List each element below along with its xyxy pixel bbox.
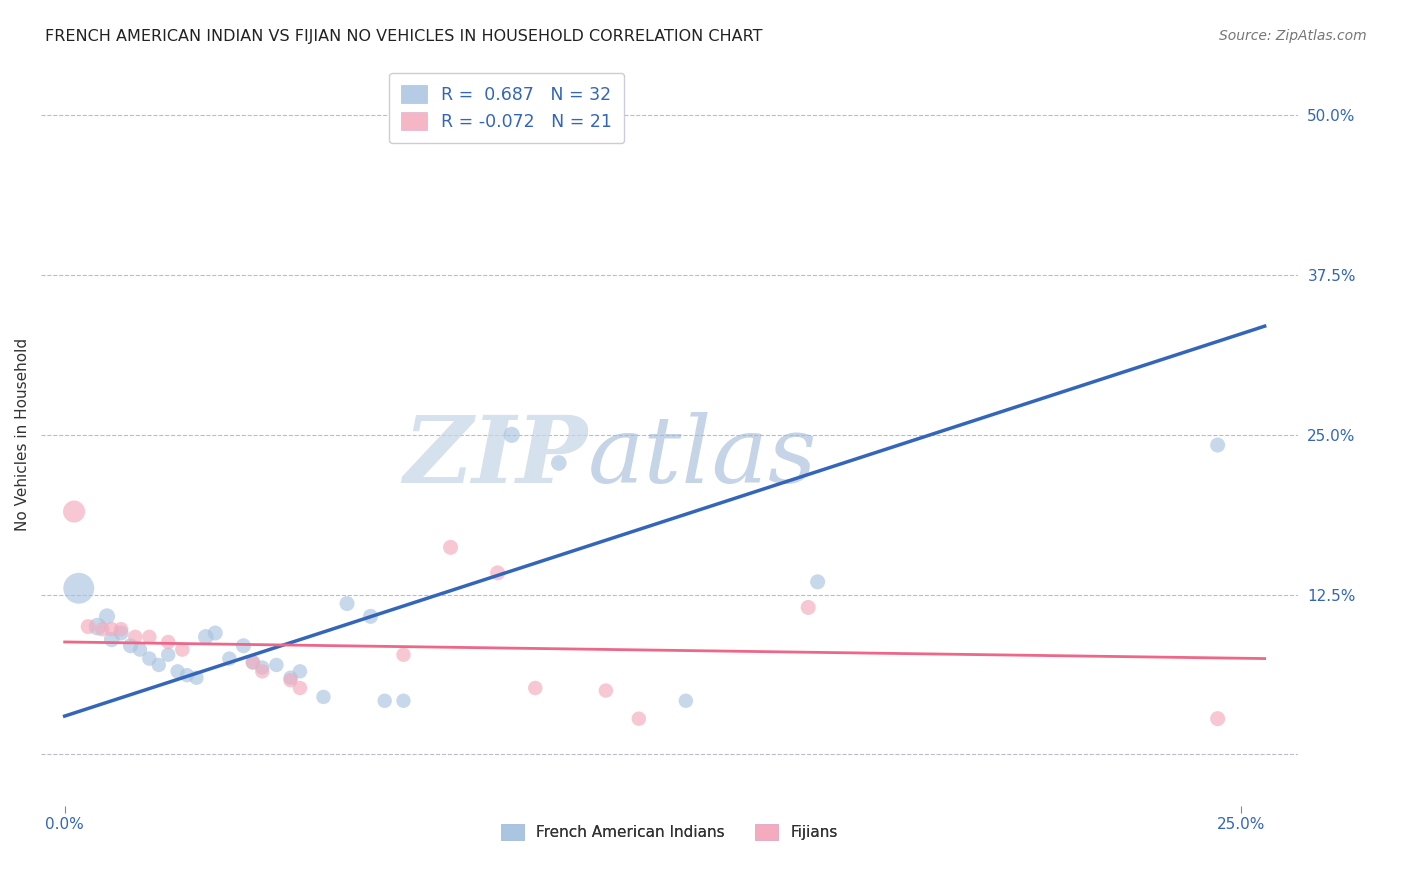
Point <box>129 642 152 657</box>
Text: FRENCH AMERICAN INDIAN VS FIJIAN NO VEHICLES IN HOUSEHOLD CORRELATION CHART: FRENCH AMERICAN INDIAN VS FIJIAN NO VEHI… <box>45 29 762 44</box>
Point <box>1206 438 1229 452</box>
Text: Source: ZipAtlas.com: Source: ZipAtlas.com <box>1219 29 1367 43</box>
Point <box>360 609 382 624</box>
Point <box>138 651 160 665</box>
Y-axis label: No Vehicles in Household: No Vehicles in Household <box>15 338 30 532</box>
Point <box>110 626 132 640</box>
Point <box>166 665 188 679</box>
Text: atlas: atlas <box>588 412 817 502</box>
Point <box>1206 712 1229 726</box>
Point <box>392 648 415 662</box>
Point <box>138 630 160 644</box>
Point <box>172 642 194 657</box>
Point <box>204 626 226 640</box>
Point <box>280 673 302 688</box>
Point <box>312 690 335 704</box>
Point <box>486 566 509 580</box>
Point <box>336 597 359 611</box>
Point <box>218 651 240 665</box>
Point <box>96 609 118 624</box>
Point <box>186 671 208 685</box>
Point <box>232 639 254 653</box>
Point <box>288 681 311 695</box>
Point <box>266 657 288 672</box>
Point <box>157 648 180 662</box>
Point <box>524 681 547 695</box>
Point <box>392 694 415 708</box>
Point <box>77 619 100 633</box>
Point <box>595 683 617 698</box>
Point <box>63 504 86 518</box>
Point <box>501 427 523 442</box>
Point <box>627 712 650 726</box>
Point <box>86 619 108 633</box>
Point <box>100 632 122 647</box>
Point <box>374 694 396 708</box>
Point <box>194 630 217 644</box>
Point <box>148 657 170 672</box>
Point <box>288 665 311 679</box>
Point <box>242 656 264 670</box>
Point <box>91 622 114 636</box>
Point <box>252 660 274 674</box>
Point <box>797 600 820 615</box>
Point <box>124 630 146 644</box>
Point <box>252 665 274 679</box>
Point <box>439 541 461 555</box>
Text: ZIP: ZIP <box>404 412 588 502</box>
Point <box>176 668 198 682</box>
Point <box>280 671 302 685</box>
Legend: French American Indians, Fijians: French American Indians, Fijians <box>495 818 844 847</box>
Point <box>807 574 830 589</box>
Point <box>242 656 264 670</box>
Point <box>110 622 132 636</box>
Point <box>547 456 569 470</box>
Point <box>100 622 122 636</box>
Point <box>157 635 180 649</box>
Point <box>67 581 90 595</box>
Point <box>120 639 142 653</box>
Point <box>675 694 697 708</box>
